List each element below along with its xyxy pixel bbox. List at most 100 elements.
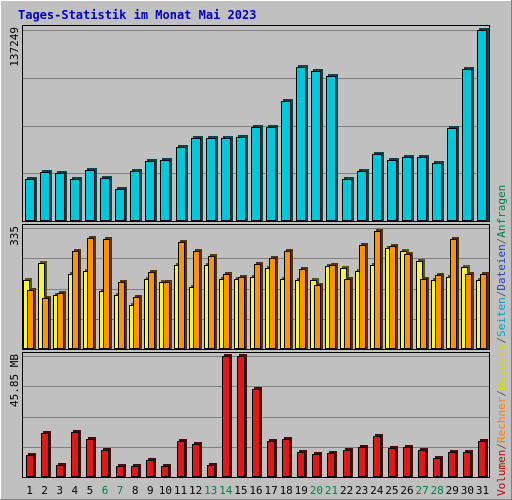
bar-volumen-day-25: [388, 448, 396, 477]
bar-volumen-day-10: [161, 466, 169, 477]
bar-volumen-day-7: [116, 466, 124, 477]
x-tick-label: 12: [189, 484, 202, 497]
bar-anfragen-day-31: [477, 30, 487, 221]
bar-volumen-day-19: [297, 452, 305, 477]
bar-besuche-day-11: [178, 242, 185, 349]
bar-volumen-day-17: [267, 441, 275, 477]
x-tick-label: 4: [71, 484, 78, 497]
bar-volumen-day-14: [222, 356, 230, 477]
chart-legend: Volumen/Rechner/Besuche/Seiten/Dateien/A…: [495, 185, 508, 496]
bar-anfragen-day-24: [372, 154, 382, 221]
legend-item-separator: /: [495, 337, 508, 344]
bar-anfragen-day-10: [160, 160, 170, 221]
bar-anfragen-day-8: [130, 171, 140, 221]
bar-besuche-day-9: [148, 272, 155, 349]
bar-anfragen-day-19: [296, 67, 306, 221]
x-tick-label: 13: [204, 484, 217, 497]
bar-volumen-day-22: [343, 450, 351, 477]
bar-volumen-day-31: [478, 441, 486, 477]
legend-item-anfragen: Anfragen: [495, 185, 508, 238]
legend-item-rechner: Rechner: [495, 396, 508, 443]
x-tick-label: 30: [461, 484, 474, 497]
x-tick-label: 27: [415, 484, 428, 497]
chart-title: Tages-Statistik im Monat Mai 2023: [18, 8, 256, 22]
bar-besuche-day-16: [254, 264, 261, 349]
bar-anfragen-day-23: [357, 171, 367, 221]
legend-item-separator: /: [495, 238, 508, 245]
bar-anfragen-day-17: [266, 127, 276, 221]
bar-besuche-day-20: [314, 285, 321, 349]
bar-anfragen-day-30: [462, 69, 472, 221]
bar-besuche-day-21: [329, 265, 336, 349]
bar-besuche-day-5: [87, 238, 94, 349]
panel-middle: 335: [8, 224, 490, 350]
x-tick-label: 28: [431, 484, 444, 497]
bar-volumen-day-26: [403, 447, 411, 477]
bar-besuche-day-7: [118, 282, 125, 349]
bar-volumen-day-24: [373, 436, 381, 477]
legend-item-besuche: Besuche: [495, 344, 508, 390]
x-tick-label: 10: [159, 484, 172, 497]
bar-besuche-day-31: [480, 274, 487, 349]
bar-besuche-day-17: [269, 258, 276, 349]
x-tick-label: 15: [234, 484, 247, 497]
bar-volumen-day-20: [312, 454, 320, 477]
bar-besuche-day-29: [450, 239, 457, 349]
bar-volumen-day-30: [463, 452, 471, 477]
bar-besuche-day-27: [420, 279, 427, 349]
panel-frame: [22, 224, 490, 350]
legend-item-separator: /: [495, 390, 508, 397]
bar-besuche-day-22: [344, 279, 351, 349]
bar-besuche-day-28: [435, 275, 442, 349]
legend-item-separator: /: [495, 443, 508, 450]
bar-volumen-day-13: [207, 465, 215, 477]
bar-anfragen-day-16: [251, 127, 261, 221]
x-axis-labels: 1 2 3 4 5 6 7 8 9 10 11 12 13 14 15 16 17 18 19 20 21 22 23 24 2…: [26, 484, 489, 497]
panel-top: 137249: [8, 25, 490, 222]
bar-anfragen-day-5: [85, 170, 95, 221]
bar-volumen-day-8: [131, 466, 139, 477]
panel-max-label: 137249: [8, 27, 21, 67]
bar-volumen-day-21: [327, 453, 335, 477]
series-volumen: [26, 354, 488, 477]
bar-anfragen-day-4: [70, 179, 80, 221]
legend-item-dateien: Dateien: [495, 244, 508, 290]
bar-anfragen-day-26: [402, 157, 412, 221]
bar-volumen-day-5: [86, 439, 94, 477]
x-tick-label: 14: [219, 484, 233, 497]
x-tick-label: 17: [264, 484, 277, 497]
x-tick-label: 1: [26, 484, 33, 497]
chart-panels: 137249 335 45.85 MB: [8, 25, 490, 478]
x-tick-label: 22: [340, 484, 353, 497]
bar-besuche-day-24: [374, 231, 381, 349]
x-tick-label: 3: [56, 484, 63, 497]
panel-max-label: 45.85 MB: [8, 354, 21, 407]
bar-volumen-day-4: [71, 432, 79, 477]
bar-anfragen-day-27: [417, 157, 427, 221]
bar-anfragen-day-6: [100, 178, 110, 221]
bar-volumen-day-1: [26, 455, 34, 477]
bar-besuche-day-23: [359, 245, 366, 349]
bar-volumen-day-29: [448, 452, 456, 477]
x-tick-label: 11: [174, 484, 187, 497]
bar-besuche-day-18: [284, 251, 291, 349]
series-anfragen: [25, 28, 489, 221]
bar-besuche-day-8: [133, 297, 140, 349]
bar-anfragen-day-18: [281, 101, 291, 221]
bar-anfragen-day-29: [447, 128, 457, 221]
legend-item-volumen: Volumen: [495, 450, 508, 496]
bar-volumen-day-27: [418, 450, 426, 477]
bar-volumen-day-6: [101, 450, 109, 477]
panel-frame: [22, 25, 490, 222]
bar-anfragen-day-14: [221, 138, 231, 221]
bar-anfragen-day-15: [236, 137, 246, 221]
x-tick-label: 31: [476, 484, 489, 497]
bar-volumen-day-12: [192, 444, 200, 477]
bar-volumen-day-28: [433, 458, 441, 477]
x-tick-label: 6: [102, 484, 109, 497]
series-besuche: [27, 229, 489, 349]
bar-anfragen-day-12: [191, 138, 201, 221]
panel-frame: [22, 352, 490, 478]
bar-volumen-day-15: [237, 356, 245, 477]
